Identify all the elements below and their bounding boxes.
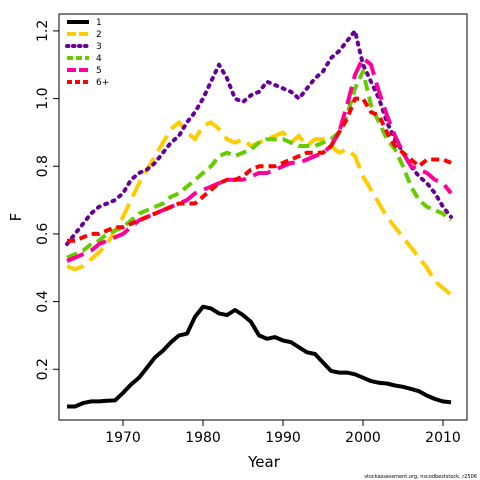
x-axis-title: Year: [247, 453, 281, 471]
legend: 1 2 3 4 5 6+: [65, 18, 109, 88]
x-tick-label: 1980: [185, 430, 221, 446]
legend-label: 6+: [96, 78, 109, 88]
series-line-5: [66, 56, 453, 263]
x-tick-label: 1970: [105, 430, 141, 446]
plot-frame: [58, 13, 468, 421]
legend-label: 4: [96, 54, 102, 64]
y-tick-label: 0.2: [35, 358, 51, 380]
x-tick-label: 1990: [265, 430, 301, 446]
legend-label: 3: [96, 42, 102, 52]
series-line-3: [65, 28, 453, 247]
x-tick-label: 2000: [345, 430, 381, 446]
y-axis-title: F: [7, 213, 25, 222]
y-tick-label: 1.0: [35, 87, 51, 109]
y-tick-label: 1.2: [35, 20, 51, 42]
y-tick-label: 0.6: [35, 223, 51, 245]
series-line-1: [67, 304, 452, 409]
legend-label: 1: [96, 18, 102, 28]
y-tick-label: 0.8: [35, 155, 51, 177]
x-axis: 1970 1980 1990 2000 2010: [105, 420, 461, 446]
legend-label: 5: [96, 66, 102, 76]
footnote: stockassessment.org, nscodbeststock, r25…: [364, 474, 477, 480]
legend-label: 2: [96, 30, 102, 40]
y-axis: 0.2 0.4 0.6 0.8 1.0 1.2: [35, 20, 59, 380]
series-layer: [65, 28, 453, 409]
y-tick-label: 0.4: [35, 290, 51, 312]
x-tick-label: 2010: [425, 430, 461, 446]
series-line-6plus: [67, 96, 452, 243]
series-line-4: [66, 69, 453, 260]
